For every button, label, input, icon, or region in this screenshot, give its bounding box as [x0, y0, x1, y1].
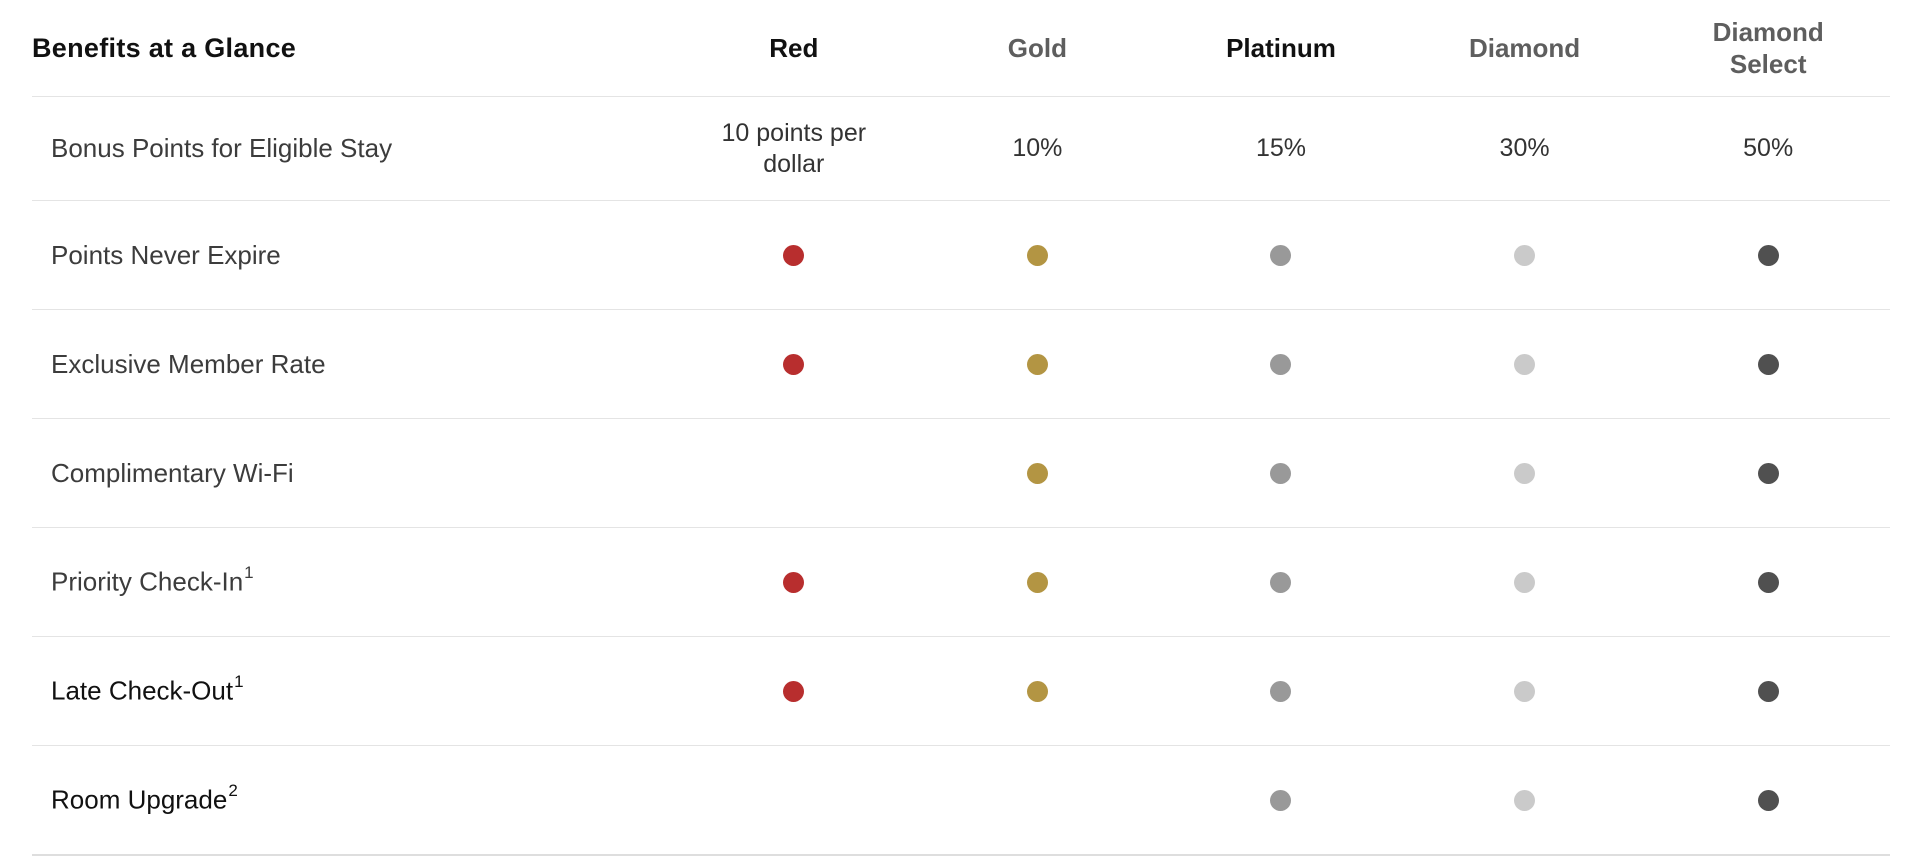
benefit-cell-gold	[915, 745, 1160, 856]
table-row: Complimentary Wi-Fi	[32, 418, 1890, 528]
benefit-label: Exclusive Member Rate	[32, 309, 672, 419]
benefit-value-text: 10 points per dollar	[721, 118, 867, 178]
benefit-label-text: Exclusive Member Rate	[51, 348, 326, 379]
benefit-cell-gold	[915, 418, 1160, 528]
tier-header-diamond-select: Diamond Select	[1646, 0, 1890, 97]
tier-header-platinum: Platinum	[1159, 0, 1403, 97]
benefit-cell-platinum	[1159, 309, 1403, 419]
table-row: Bonus Points for Eligible Stay 10 points…	[32, 96, 1890, 201]
included-dot-icon	[1514, 681, 1536, 703]
benefit-cell-platinum	[1159, 745, 1403, 856]
included-dot-icon	[1026, 463, 1048, 485]
included-dot-icon	[1270, 572, 1292, 594]
benefit-cell-red	[672, 200, 916, 310]
included-dot-icon	[783, 354, 805, 376]
benefit-label: Points Never Expire	[32, 200, 672, 310]
benefit-value-gold: 10%	[915, 96, 1160, 201]
benefit-cell-diamond-select	[1646, 636, 1890, 746]
included-dot-icon	[1514, 790, 1536, 812]
benefit-cell-diamond-select	[1646, 527, 1890, 637]
included-dot-icon	[1026, 681, 1048, 703]
benefit-cell-gold	[915, 527, 1160, 637]
benefit-label: Bonus Points for Eligible Stay	[32, 96, 672, 201]
benefits-table-container: Benefits at a Glance Red Gold Platinum D…	[32, 0, 1890, 856]
included-dot-icon	[1026, 572, 1048, 594]
benefit-value-diamond: 30%	[1402, 96, 1647, 201]
included-dot-icon	[1514, 245, 1536, 267]
included-dot-icon	[1270, 354, 1292, 376]
benefit-cell-diamond-select	[1646, 418, 1890, 528]
benefit-label-text: Bonus Points for Eligible Stay	[51, 133, 393, 163]
included-dot-icon	[1757, 245, 1779, 267]
included-dot-icon	[1270, 681, 1292, 703]
included-dot-icon	[1026, 245, 1048, 267]
included-dot-icon	[1026, 354, 1048, 376]
benefit-label-text: Complimentary Wi-Fi	[51, 457, 294, 488]
benefit-cell-gold	[915, 636, 1160, 746]
table-row: Exclusive Member Rate	[32, 309, 1890, 419]
benefit-cell-diamond-select	[1646, 309, 1890, 419]
benefit-label: Priority Check-In1	[32, 527, 672, 637]
included-dot-icon	[1514, 463, 1536, 485]
table-header-row: Benefits at a Glance Red Gold Platinum D…	[32, 0, 1890, 97]
included-dot-icon	[783, 572, 805, 594]
benefit-cell-gold	[915, 200, 1160, 310]
table-row: Room Upgrade2	[32, 745, 1890, 856]
included-dot-icon	[1514, 572, 1536, 594]
benefit-cell-red	[672, 745, 916, 856]
benefit-label-text: Priority Check-In	[51, 566, 244, 597]
included-dot-icon	[1757, 463, 1779, 485]
benefit-cell-red	[672, 418, 916, 528]
benefit-cell-platinum	[1159, 636, 1403, 746]
tier-header-red: Red	[672, 0, 916, 97]
benefit-cell-platinum	[1159, 418, 1403, 528]
included-dot-icon	[783, 681, 805, 703]
table-row: Priority Check-In1	[32, 527, 1890, 637]
tier-header-gold: Gold	[915, 0, 1160, 97]
benefit-cell-diamond	[1402, 745, 1647, 856]
benefit-cell-diamond	[1402, 636, 1647, 746]
benefit-label: Room Upgrade2	[32, 745, 672, 856]
table-row: Late Check-Out1	[32, 636, 1890, 746]
benefit-cell-diamond	[1402, 309, 1647, 419]
included-dot-icon	[1757, 681, 1779, 703]
tier-header-diamond: Diamond	[1402, 0, 1647, 97]
benefit-cell-red	[672, 636, 916, 746]
included-dot-icon	[783, 245, 805, 267]
included-dot-icon	[1270, 790, 1292, 812]
benefit-label: Complimentary Wi-Fi	[32, 418, 672, 528]
benefit-cell-diamond-select	[1646, 745, 1890, 856]
benefit-cell-platinum	[1159, 200, 1403, 310]
included-dot-icon	[1757, 354, 1779, 376]
benefit-cell-platinum	[1159, 527, 1403, 637]
benefit-value-platinum: 15%	[1159, 96, 1403, 201]
included-dot-icon	[1270, 245, 1292, 267]
benefit-label-text: Room Upgrade	[51, 784, 228, 815]
included-dot-icon	[1270, 463, 1292, 485]
included-dot-icon	[1757, 790, 1779, 812]
benefit-cell-diamond-select	[1646, 200, 1890, 310]
table-title: Benefits at a Glance	[32, 0, 672, 97]
benefit-cell-red	[672, 309, 916, 419]
table-row: Points Never Expire	[32, 200, 1890, 310]
included-dot-icon	[1514, 354, 1536, 376]
benefit-cell-red	[672, 527, 916, 637]
benefit-cell-gold	[915, 309, 1160, 419]
benefit-label: Late Check-Out1	[32, 636, 672, 746]
benefit-label-text: Points Never Expire	[51, 239, 281, 270]
footnote-marker: 1	[244, 563, 254, 583]
benefit-value-diamond-select: 50%	[1646, 96, 1890, 201]
benefits-table: Benefits at a Glance Red Gold Platinum D…	[32, 0, 1890, 856]
benefit-cell-diamond	[1402, 527, 1647, 637]
included-dot-icon	[1757, 572, 1779, 594]
benefit-value-red: 10 points per dollar	[672, 96, 916, 201]
benefit-cell-diamond	[1402, 200, 1647, 310]
benefit-cell-diamond	[1402, 418, 1647, 528]
benefit-label-text: Late Check-Out	[51, 675, 234, 706]
footnote-marker: 2	[228, 781, 238, 801]
footnote-marker: 1	[234, 672, 244, 692]
